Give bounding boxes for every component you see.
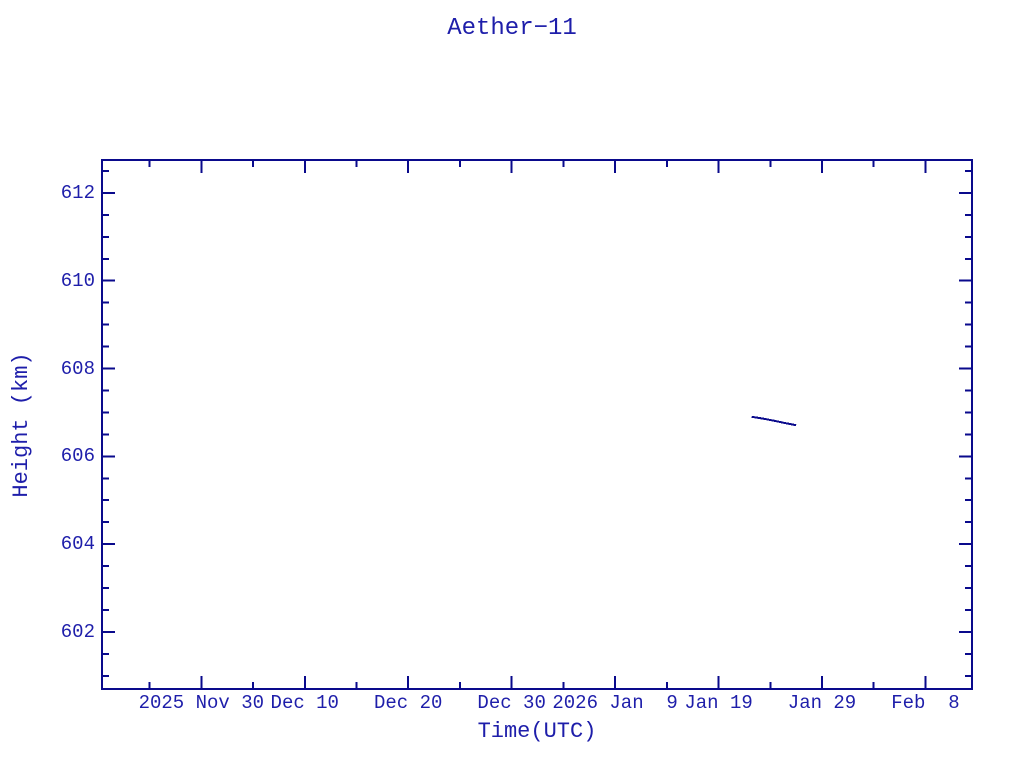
y-tick-label: 610 [60,269,95,292]
x-tick-label: Jan 19 [684,692,753,714]
x-axis-label: Time(UTC) [477,719,597,744]
x-tick-label: 2025 Nov 30 [138,692,265,714]
y-tick-label: 604 [60,533,95,556]
y-tick-label: 602 [60,620,95,643]
x-tick-label: Dec 20 [373,692,443,714]
y-tick-label: 606 [60,445,95,468]
x-tick-label: Dec 30 [477,692,546,714]
x-tick-label: Jan 29 [787,692,857,714]
plot-border [101,159,973,690]
y-tick-label: 612 [60,181,95,204]
y-tick-label: 608 [60,357,95,380]
x-tick-label: 2026 Jan 9 [552,692,678,714]
x-tick-label: Feb 8 [891,692,960,714]
data-line [751,415,797,427]
x-tick-label: Dec 10 [270,692,339,714]
chart-title: Aether−11 [447,15,577,42]
